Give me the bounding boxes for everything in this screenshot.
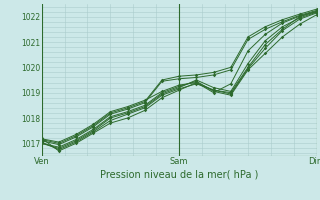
X-axis label: Pression niveau de la mer( hPa ): Pression niveau de la mer( hPa ): [100, 169, 258, 179]
